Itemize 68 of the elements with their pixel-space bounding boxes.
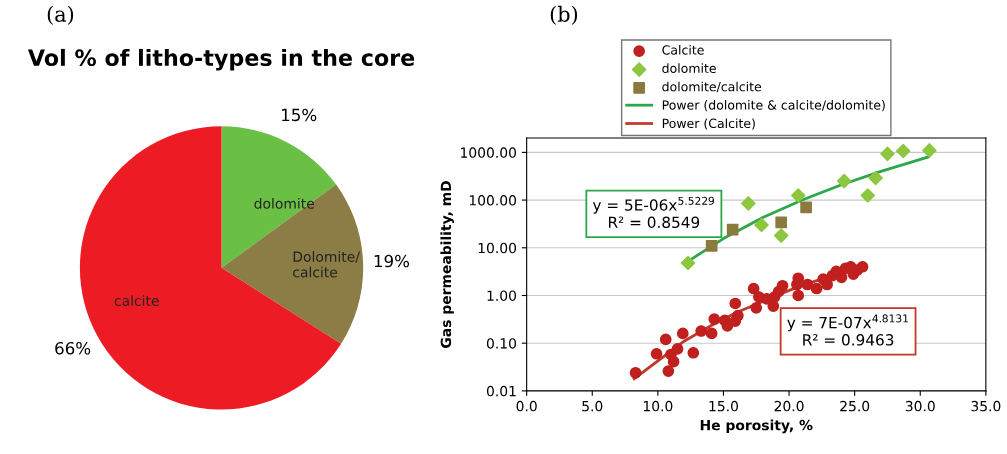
y-tick-label: 100.00	[469, 195, 517, 206]
point	[880, 146, 895, 162]
point	[676, 327, 689, 340]
point	[705, 327, 718, 340]
y-tick-label: 0.10	[486, 338, 517, 349]
point	[776, 279, 789, 292]
point	[629, 366, 642, 379]
point	[856, 260, 869, 273]
point	[747, 282, 760, 295]
y-tick-label: 10.00	[478, 242, 517, 254]
annotation: y = 7E-07x$^{4.8131}$ R² = 0.9463	[787, 314, 908, 346]
legend-label: dolomite	[662, 63, 716, 74]
point	[680, 255, 696, 271]
point	[895, 143, 911, 159]
point	[705, 239, 718, 252]
legend-label: Calcite	[662, 45, 704, 55]
point	[741, 196, 756, 211]
x-tick-label: 30.0	[905, 400, 935, 412]
point	[708, 313, 721, 325]
point	[792, 289, 805, 302]
point	[729, 297, 742, 310]
text: (a)	[47, 5, 74, 25]
point	[659, 333, 672, 346]
point	[667, 355, 680, 368]
legend-label: dolomite/calcite	[662, 81, 762, 93]
legend-label: Power (dolomite & calcite/dolomite)	[662, 100, 885, 112]
point	[754, 217, 769, 233]
point	[773, 228, 789, 243]
data-label: 19%	[374, 254, 410, 268]
y-tick-label: 0.01	[486, 385, 516, 397]
point	[922, 143, 937, 158]
y-tick-label: 1.00	[487, 290, 517, 301]
legend-label: Power (Calcite)	[662, 118, 755, 130]
point	[868, 170, 883, 186]
x-tick-label: 35.0	[971, 400, 1001, 412]
point	[801, 278, 814, 291]
slice-label: Dolomite/ calcite	[293, 251, 360, 278]
x-axis-title: He porosity, %	[700, 419, 813, 434]
x-tick-label: 25.0	[840, 400, 870, 412]
y-axis-title: Gas permeability, mD	[440, 181, 454, 348]
slice-label: calcite	[114, 295, 159, 307]
x-tick-label: 15.0	[709, 400, 738, 412]
x-tick-label: 10.0	[643, 400, 673, 412]
chart-title: Vol % of litho-types in the core	[27, 48, 415, 71]
point	[860, 188, 876, 203]
annotation: y = 5E-06x$^{5.5229}$ R² = 0.8549	[592, 196, 714, 229]
point	[726, 223, 739, 236]
point	[695, 325, 707, 337]
point	[790, 188, 806, 203]
y-tick-label: 1000.00	[461, 147, 517, 158]
point	[687, 346, 700, 359]
slice-label: dolomite	[254, 198, 314, 209]
point	[810, 282, 823, 295]
data-label: 66%	[55, 341, 91, 355]
point	[671, 343, 684, 355]
text: (b)	[550, 5, 578, 25]
x-tick-label: 20.0	[774, 400, 804, 412]
point	[650, 347, 663, 360]
point	[732, 309, 744, 322]
point	[750, 302, 763, 314]
pie-slice	[221, 184, 364, 344]
point	[836, 173, 852, 189]
x-tick-label: 5.0	[582, 400, 603, 412]
x-tick-label: 0.0	[516, 400, 537, 412]
point	[662, 365, 675, 377]
point	[800, 201, 812, 214]
point	[775, 216, 788, 229]
data-label: 15%	[282, 108, 317, 122]
